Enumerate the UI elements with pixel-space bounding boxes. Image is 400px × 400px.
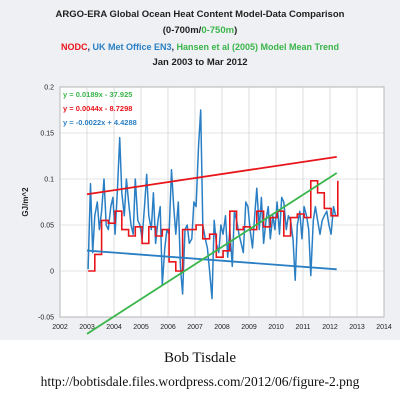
source-separator: , — [87, 42, 93, 52]
source-nodc-label: NODC — [60, 42, 88, 52]
y-tick-label: 0 — [50, 269, 54, 276]
chart-title: ARGO-ERA Global Ocean Heat Content Model… — [55, 9, 345, 20]
x-tick-label: 2010 — [268, 324, 284, 331]
y-tick-label: 0.2 — [44, 85, 54, 92]
y-tick-label: 0.15 — [40, 131, 54, 138]
source-en3-label: UK Met Office EN3 — [92, 42, 172, 52]
ohc-line-chart: 2002 2003 2004 2005 2006 2007 2008 2009 2010 2011… — [21, 85, 392, 335]
source-model-label: Hansen et al (2005) Model Mean Trend — [176, 42, 340, 52]
depth-range-a: (0-700m/ — [162, 25, 202, 36]
en3-equation-label: y = -0.0022x + 4.4288 — [63, 118, 137, 127]
depth-range-close: ) — [234, 25, 238, 36]
x-tick-label: 2004 — [106, 324, 122, 331]
chart-period: Jan 2003 to Mar 2012 — [152, 57, 248, 68]
x-tick-label: 2009 — [241, 324, 257, 331]
chart-subtitle-depth: (0-700m/0-750m) — [0, 25, 400, 36]
model-equation-label: y = 0.0189x - 37.925 — [63, 90, 132, 99]
y-tick-label: -0.05 — [38, 315, 54, 322]
nodc-series-line — [88, 180, 339, 272]
x-tick-label: 2011 — [295, 324, 310, 331]
y-tick-label: 0.05 — [40, 223, 54, 230]
x-tick-label: 2006 — [160, 324, 176, 331]
x-tick-label: 2008 — [214, 324, 230, 331]
nodc-trendline — [86, 155, 337, 196]
x-tick-label: 2012 — [322, 324, 338, 331]
y-axis-label: GJ/m^2 — [21, 187, 30, 217]
x-tick-label: 2014 — [376, 324, 392, 331]
x-tick-label: 2002 — [52, 324, 68, 331]
x-tick-label: 2013 — [349, 324, 365, 331]
x-tick-label: 2003 — [79, 324, 95, 331]
depth-range-b: 0-750m — [201, 25, 235, 36]
x-tick-label: 2007 — [187, 324, 203, 331]
source-url: http://bobtisdale.files.wordpress.com/20… — [40, 374, 360, 389]
author-caption: Bob Tisdale — [163, 350, 237, 366]
nodc-equation-label: y = 0.0044x - 8.7298 — [63, 104, 132, 113]
chart-subtitle-sources: NODC, UK Met Office EN3, Hansen et al (2… — [0, 42, 400, 52]
x-tick-label: 2005 — [133, 324, 149, 331]
en3-trendline — [86, 249, 337, 271]
model-trendline — [86, 172, 338, 335]
source-separator: , — [171, 42, 177, 52]
y-tick-label: 0.1 — [44, 177, 54, 184]
